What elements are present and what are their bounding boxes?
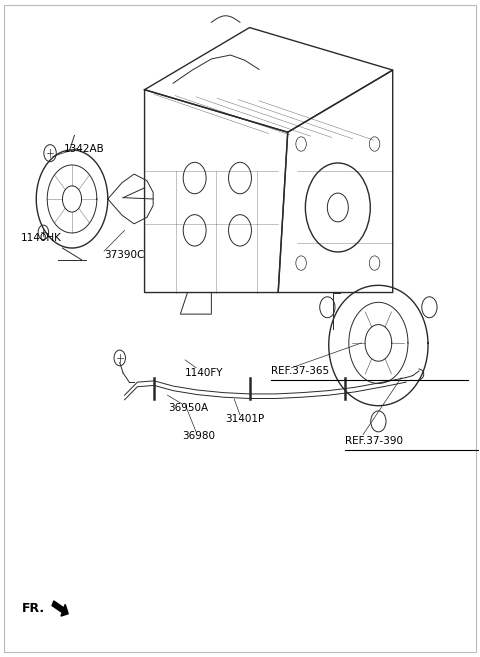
FancyArrow shape [52,601,68,616]
Text: REF.37-390: REF.37-390 [345,436,403,446]
Text: 31401P: 31401P [225,414,264,424]
Text: 36980: 36980 [182,431,215,441]
Text: 1342AB: 1342AB [63,144,104,154]
Text: REF.37-365: REF.37-365 [271,366,329,376]
Text: FR.: FR. [22,602,45,615]
Text: 1140HK: 1140HK [21,233,61,243]
Text: 37390C: 37390C [104,250,144,260]
Text: 36950A: 36950A [168,403,208,413]
Text: 1140FY: 1140FY [185,368,224,378]
